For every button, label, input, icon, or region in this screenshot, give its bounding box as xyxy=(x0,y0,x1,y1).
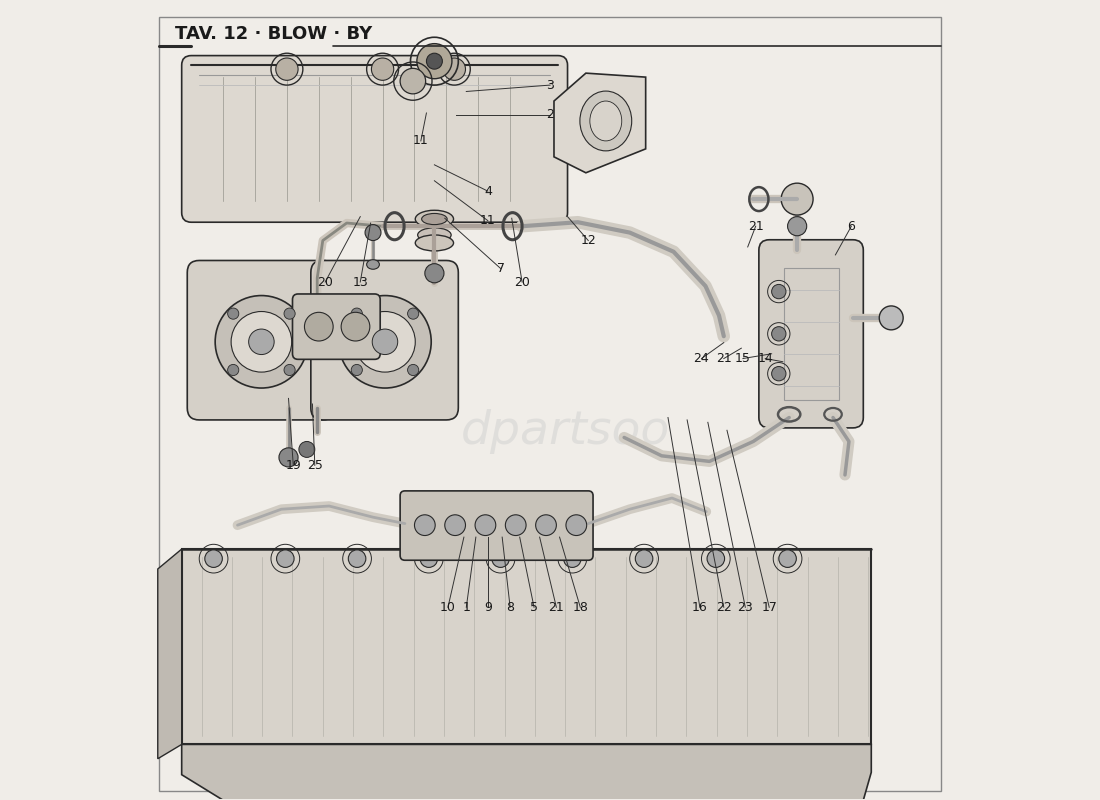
Text: 19: 19 xyxy=(285,459,301,472)
Circle shape xyxy=(879,306,903,330)
Text: 3: 3 xyxy=(546,78,554,91)
Circle shape xyxy=(351,308,362,319)
Text: 21: 21 xyxy=(748,220,763,233)
Ellipse shape xyxy=(418,228,451,242)
Text: TAV. 12 · BLOW · BY: TAV. 12 · BLOW · BY xyxy=(175,25,373,43)
FancyBboxPatch shape xyxy=(293,294,381,359)
Ellipse shape xyxy=(416,235,453,251)
Circle shape xyxy=(279,448,298,467)
Circle shape xyxy=(636,550,652,567)
Circle shape xyxy=(505,515,526,535)
Text: 20: 20 xyxy=(317,275,333,289)
FancyBboxPatch shape xyxy=(187,261,334,420)
Polygon shape xyxy=(182,744,871,800)
Text: 9: 9 xyxy=(484,601,492,614)
Text: 20: 20 xyxy=(514,275,530,289)
Circle shape xyxy=(299,442,315,458)
Circle shape xyxy=(779,550,796,567)
FancyBboxPatch shape xyxy=(311,261,459,420)
Circle shape xyxy=(284,365,295,375)
Text: 18: 18 xyxy=(572,601,588,614)
Text: 21: 21 xyxy=(716,352,732,365)
Circle shape xyxy=(205,550,222,567)
Text: 13: 13 xyxy=(352,275,368,289)
Circle shape xyxy=(216,295,308,388)
Text: 22: 22 xyxy=(716,601,732,614)
Circle shape xyxy=(408,308,419,319)
Circle shape xyxy=(771,326,786,341)
Polygon shape xyxy=(157,549,182,758)
Ellipse shape xyxy=(590,101,621,141)
Circle shape xyxy=(372,329,398,354)
Circle shape xyxy=(351,365,362,375)
Ellipse shape xyxy=(580,91,631,151)
Text: 10: 10 xyxy=(440,601,455,614)
Bar xyxy=(182,549,871,744)
Circle shape xyxy=(565,515,586,535)
Text: 7: 7 xyxy=(496,262,505,275)
Circle shape xyxy=(276,550,294,567)
Circle shape xyxy=(249,329,274,354)
Ellipse shape xyxy=(416,210,453,228)
Circle shape xyxy=(444,515,465,535)
Circle shape xyxy=(349,550,366,567)
Circle shape xyxy=(771,285,786,298)
Text: 15: 15 xyxy=(735,352,751,365)
Text: 2: 2 xyxy=(546,108,554,121)
Text: 1: 1 xyxy=(462,601,470,614)
Circle shape xyxy=(284,308,295,319)
Text: 14: 14 xyxy=(758,352,773,365)
Text: 11: 11 xyxy=(412,134,429,147)
Text: 21: 21 xyxy=(549,601,564,614)
Polygon shape xyxy=(554,73,646,173)
Circle shape xyxy=(781,183,813,215)
Circle shape xyxy=(276,58,298,80)
Circle shape xyxy=(354,311,416,372)
Ellipse shape xyxy=(421,214,448,225)
Circle shape xyxy=(707,550,725,567)
Bar xyxy=(783,268,838,400)
Text: 4: 4 xyxy=(484,185,492,198)
FancyBboxPatch shape xyxy=(400,491,593,560)
Circle shape xyxy=(425,264,444,283)
Text: 6: 6 xyxy=(847,220,856,233)
Text: 8: 8 xyxy=(506,601,514,614)
Circle shape xyxy=(408,365,419,375)
Text: 17: 17 xyxy=(761,601,778,614)
Circle shape xyxy=(443,58,465,80)
Text: 24: 24 xyxy=(694,352,710,365)
Circle shape xyxy=(475,515,496,535)
Circle shape xyxy=(228,308,239,319)
Circle shape xyxy=(788,217,806,236)
Text: 16: 16 xyxy=(692,601,707,614)
Circle shape xyxy=(305,312,333,341)
Circle shape xyxy=(365,225,381,241)
Circle shape xyxy=(231,311,292,372)
Circle shape xyxy=(536,515,557,535)
Circle shape xyxy=(771,366,786,381)
Text: 11: 11 xyxy=(480,214,496,227)
Text: 5: 5 xyxy=(530,601,538,614)
Text: 25: 25 xyxy=(307,459,322,472)
Circle shape xyxy=(417,44,452,78)
Text: 23: 23 xyxy=(737,601,754,614)
Circle shape xyxy=(400,68,426,94)
Circle shape xyxy=(492,550,509,567)
Ellipse shape xyxy=(366,260,379,270)
Circle shape xyxy=(341,312,370,341)
Circle shape xyxy=(427,54,442,69)
Circle shape xyxy=(420,550,438,567)
Circle shape xyxy=(339,295,431,388)
FancyBboxPatch shape xyxy=(759,240,864,428)
FancyBboxPatch shape xyxy=(182,56,568,222)
Circle shape xyxy=(563,550,581,567)
Circle shape xyxy=(372,58,394,80)
Circle shape xyxy=(415,515,436,535)
Text: 12: 12 xyxy=(581,234,596,247)
Circle shape xyxy=(228,365,239,375)
Text: dpartsoo: dpartsoo xyxy=(461,410,671,454)
